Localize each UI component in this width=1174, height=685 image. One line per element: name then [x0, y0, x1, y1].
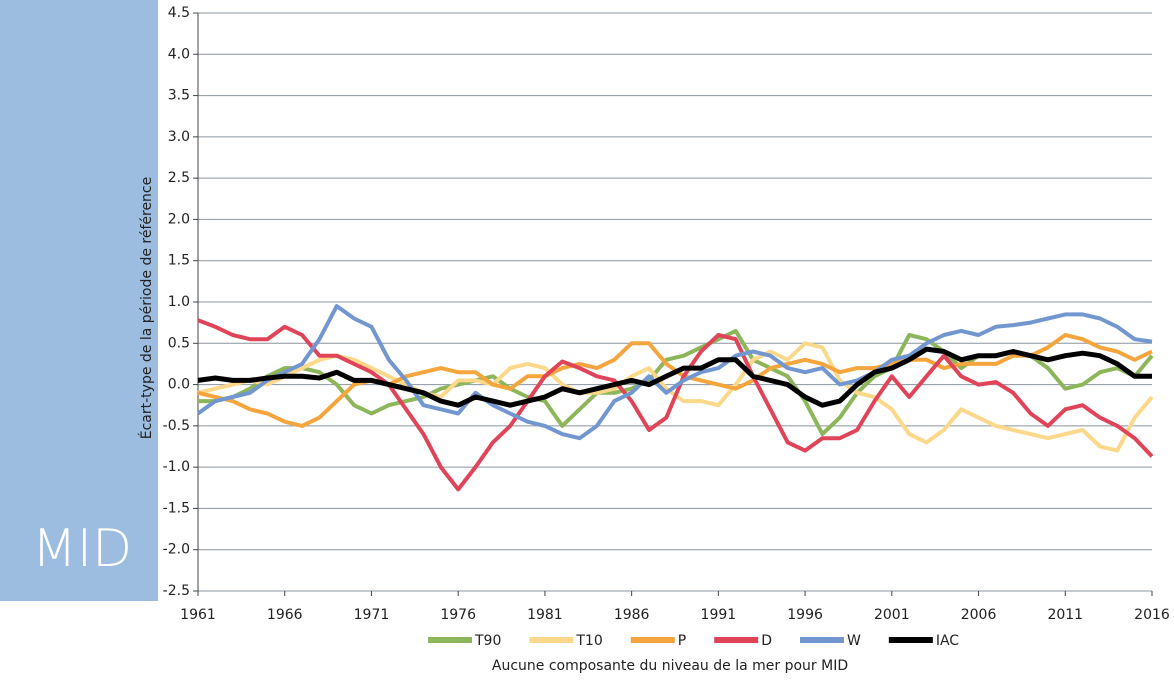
series-line	[196, 304, 1153, 441]
legend-label: P	[678, 633, 686, 649]
x-tick-label: 1981	[527, 607, 563, 623]
x-tick-label: 2001	[874, 607, 910, 623]
y-tick-label: -2.5	[163, 583, 190, 599]
series-line	[198, 328, 1154, 437]
series-line	[197, 318, 1154, 492]
x-tick-label: 1991	[701, 607, 737, 623]
y-tick-label: 1.5	[168, 253, 190, 269]
y-tick-label: 4.5	[168, 5, 190, 21]
y-tick-label: 3.0	[168, 129, 190, 145]
x-tick-label: 2016	[1134, 607, 1170, 623]
y-tick-label: -2.0	[163, 542, 190, 558]
x-tick-label: 1986	[614, 607, 650, 623]
x-axis-title: Aucune composante du niveau de la mer po…	[492, 658, 848, 674]
y-tick-label: 1.0	[168, 294, 190, 310]
y-tick-label: 0.5	[168, 335, 190, 351]
legend-label: T90	[474, 633, 501, 649]
x-tick-label: 1961	[180, 607, 216, 623]
side-panel	[0, 0, 158, 601]
y-tick-label: 2.5	[168, 170, 190, 186]
series-line	[197, 333, 1153, 428]
legend-label: W	[847, 633, 861, 649]
y-tick-label: 3.5	[168, 88, 190, 104]
x-tick-label: 1966	[267, 607, 303, 623]
y-tick-label: -1.5	[163, 500, 190, 516]
x-tick-label: 2006	[961, 607, 997, 623]
y-tick-label: -0.5	[163, 418, 190, 434]
legend-label: D	[761, 633, 772, 649]
y-tick-label: 2.0	[168, 211, 190, 227]
legend-label: T10	[575, 633, 602, 649]
x-tick-label: 1971	[354, 607, 390, 623]
x-tick-label: 2011	[1047, 607, 1083, 623]
legend-label: IAC	[936, 633, 959, 649]
y-tick-label: 0.0	[168, 377, 190, 393]
y-tick-label: -1.0	[163, 459, 190, 475]
y-axis-title: Écart-type de la période de référence	[138, 177, 155, 439]
x-tick-label: 1976	[440, 607, 476, 623]
x-tick-label: 1996	[787, 607, 823, 623]
y-tick-label: 4.0	[168, 46, 190, 62]
series-line	[197, 346, 1152, 408]
panel-label: MID	[32, 519, 132, 579]
